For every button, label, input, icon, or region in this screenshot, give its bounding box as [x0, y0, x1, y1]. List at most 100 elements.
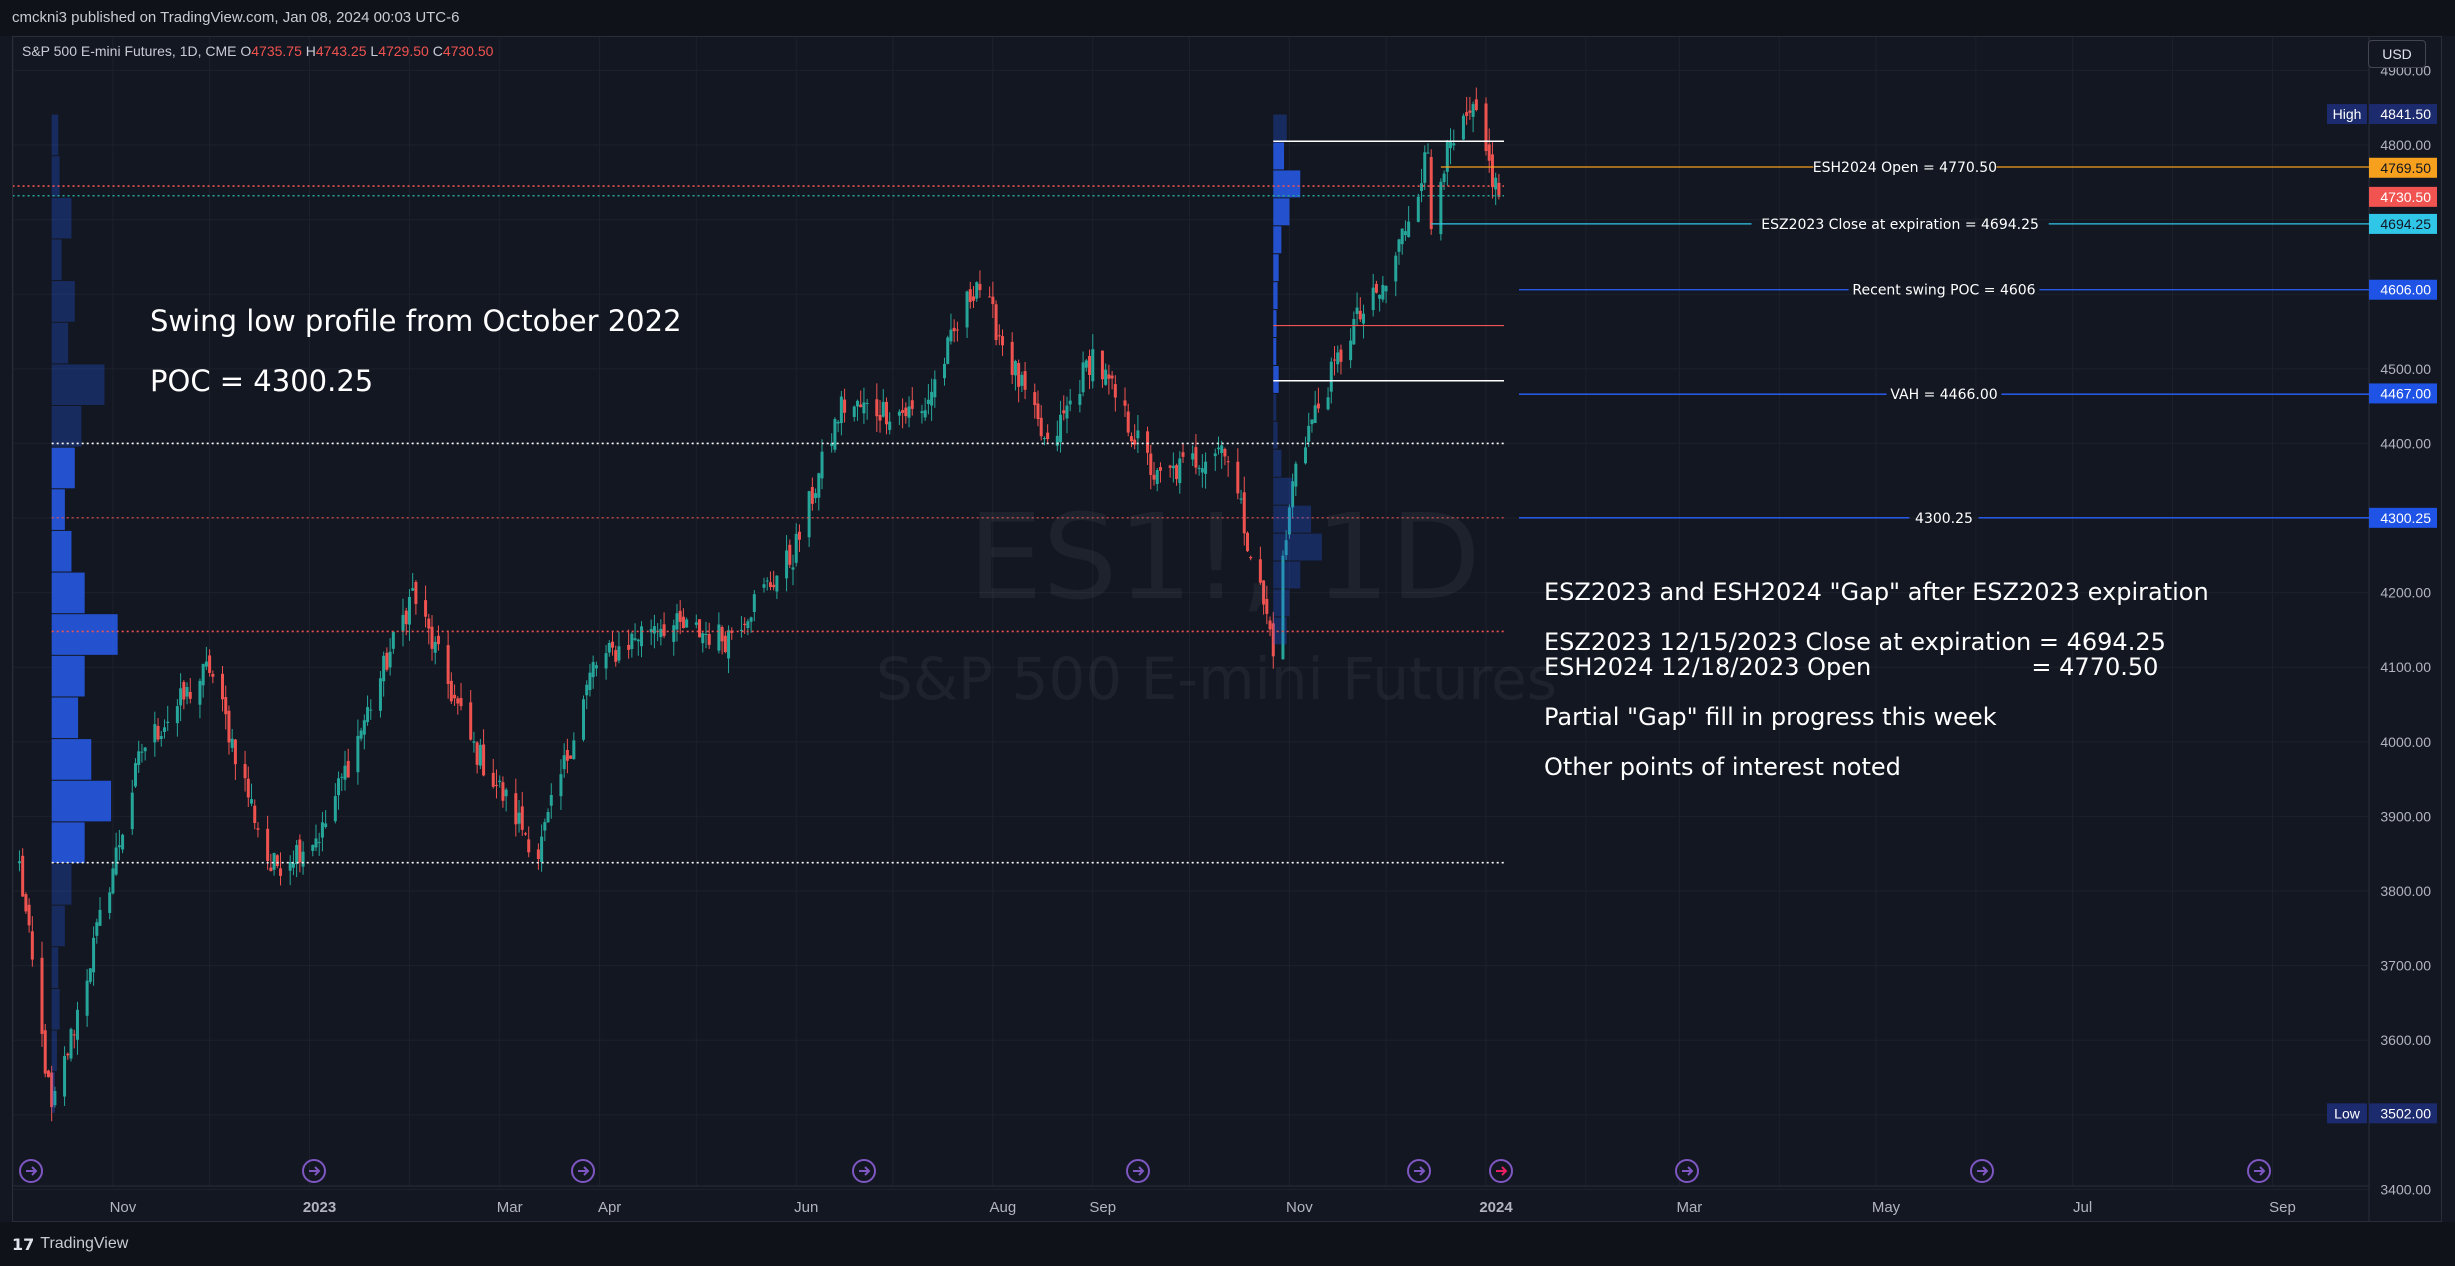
- candle-body: [1384, 285, 1388, 292]
- candle-body: [491, 772, 495, 787]
- candle-body: [920, 411, 924, 414]
- candle-body: [523, 833, 527, 835]
- candle-body: [694, 622, 698, 625]
- candle-body: [1394, 255, 1398, 282]
- candle-body: [588, 672, 592, 691]
- price-label-tag: [2327, 104, 2367, 125]
- legend-close-label: C: [432, 43, 443, 59]
- candle-body: [1442, 173, 1446, 183]
- candle-body: [1262, 580, 1266, 605]
- candle-body: [453, 694, 457, 699]
- candle-body: [901, 410, 905, 413]
- candle-body: [208, 655, 212, 673]
- y-tick-label: 3600.00: [2380, 1032, 2431, 1048]
- candle-body: [498, 780, 502, 783]
- candle-body: [1249, 556, 1253, 559]
- candle-body: [478, 744, 482, 766]
- annotation-swing-poc: POC = 4300.25: [150, 364, 374, 398]
- candle-body: [1191, 453, 1195, 460]
- candle-body: [562, 755, 566, 770]
- candle-body: [1336, 352, 1340, 365]
- candle-body: [855, 400, 859, 407]
- candle-body: [1017, 363, 1021, 387]
- candle-body: [1158, 467, 1162, 471]
- x-tick-label: Apr: [598, 1199, 621, 1216]
- candle-body: [549, 795, 553, 806]
- candle-body: [43, 1030, 47, 1074]
- level-line-label: Recent swing POC = 4606: [1852, 283, 2035, 299]
- watermark-name: S&P 500 E-mini Futures: [876, 645, 1558, 713]
- legend-open-value: 4735.75: [251, 43, 302, 59]
- candle-body: [520, 806, 524, 830]
- candle-body: [17, 861, 21, 864]
- candle-body: [182, 682, 186, 700]
- candle-body: [133, 763, 137, 787]
- price-label-badge: [2369, 507, 2437, 528]
- candle-body: [378, 678, 382, 711]
- candle-body: [1046, 432, 1050, 440]
- candle-body: [1452, 143, 1456, 146]
- volume-profile-row: [51, 739, 92, 780]
- x-tick-label: Nov: [1286, 1199, 1313, 1216]
- candle-body: [514, 793, 518, 825]
- candle-body: [1171, 465, 1175, 469]
- volume-profile-row: [51, 864, 72, 905]
- candle-body: [968, 289, 972, 302]
- economic-event-icon: [1675, 1159, 1699, 1183]
- volume-profile-row: [1273, 393, 1277, 421]
- candle-body: [943, 363, 947, 379]
- legend-low-label: L: [370, 43, 379, 59]
- candle-body: [1268, 620, 1272, 630]
- watermark-symbol: ES1!, 1D: [968, 488, 1481, 626]
- candle-body: [1146, 431, 1150, 453]
- candle-body: [266, 828, 270, 862]
- candle-body: [401, 614, 405, 632]
- candle-body: [965, 291, 969, 328]
- candle-body: [1355, 307, 1359, 315]
- legend-high-label: H: [305, 43, 316, 59]
- candle-body: [752, 594, 756, 613]
- candle-body: [830, 443, 834, 447]
- price-label-badge: [2369, 279, 2437, 300]
- chart-frame[interactable]: 4900.00 4800.00 4500.00 4400.00 4200.00 4100.…: [12, 36, 2443, 1223]
- candle-body: [888, 421, 892, 430]
- candle-body: [301, 851, 305, 867]
- candle-body: [607, 642, 611, 653]
- candle-body: [1468, 110, 1472, 113]
- candle-body: [1349, 340, 1353, 361]
- candle-body: [910, 400, 914, 409]
- x-tick-label: 2024: [1479, 1199, 1513, 1216]
- candle-body: [388, 651, 392, 668]
- economic-event-arrow-icon: [1977, 1166, 1989, 1176]
- candle-body: [1371, 287, 1375, 311]
- candle-body: [366, 707, 370, 723]
- candle-body: [1358, 310, 1362, 320]
- economic-event-arrow-icon: [859, 1166, 871, 1176]
- candle-body: [955, 329, 959, 331]
- volume-profile-row: [51, 406, 82, 447]
- candle-body: [1474, 99, 1478, 110]
- candle-body: [591, 662, 595, 678]
- y-tick-label: 4000.00: [2380, 734, 2431, 750]
- candle-body: [768, 582, 772, 588]
- volume-profile-row: [1273, 114, 1287, 142]
- candlestick-chart[interactable]: 4900.004800.004500.004400.004200.004100.…: [13, 37, 2443, 1223]
- candle-body: [1181, 452, 1185, 457]
- legend-high-value: 4743.25: [315, 43, 367, 59]
- candle-body: [797, 531, 801, 540]
- candle-body: [337, 778, 341, 796]
- candle-body: [698, 619, 702, 638]
- candle-body: [907, 406, 911, 418]
- candle-body: [230, 738, 234, 748]
- candle-body: [559, 774, 563, 797]
- candle-body: [246, 778, 250, 798]
- candle-body: [685, 619, 689, 628]
- candle-body: [92, 937, 96, 973]
- candle-body: [1110, 375, 1114, 379]
- currency-button[interactable]: USD: [2368, 40, 2426, 68]
- candle-body: [1036, 403, 1040, 420]
- candle-body: [1407, 221, 1411, 238]
- candle-body: [1316, 403, 1320, 409]
- economic-event-icon: [2247, 1159, 2271, 1183]
- candle-body: [159, 736, 163, 739]
